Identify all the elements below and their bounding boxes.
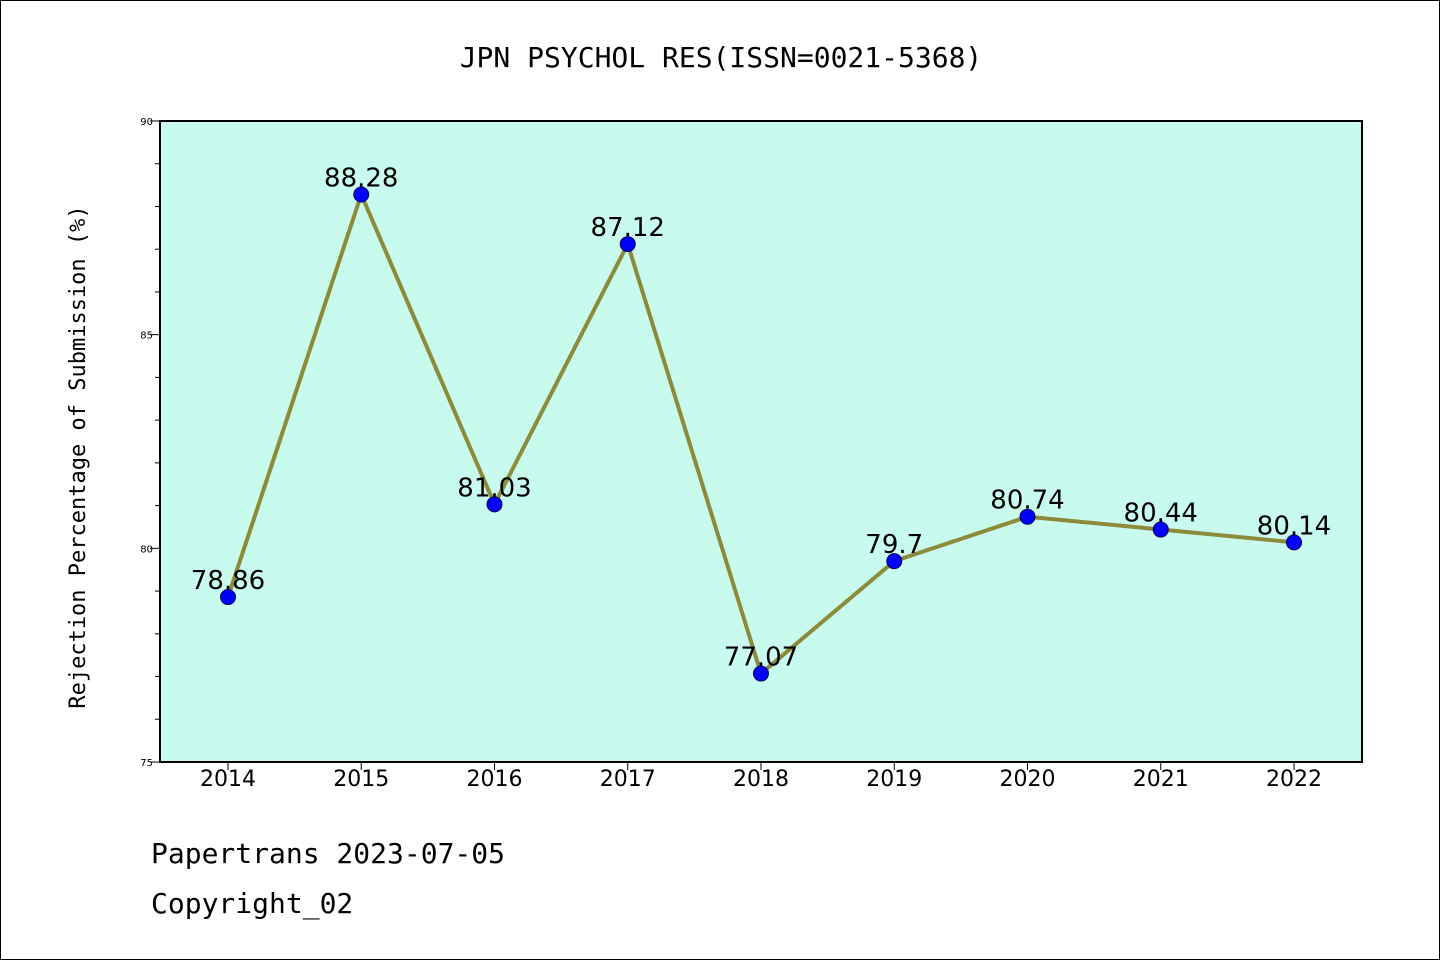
x-tick-label: 2021: [1133, 767, 1189, 792]
x-tick-label: 2016: [467, 767, 523, 792]
chart-title: JPN PSYCHOL RES(ISSN=0021-5368): [460, 41, 983, 74]
data-label: 80.74: [990, 486, 1064, 516]
data-label: 88.28: [324, 164, 398, 194]
footer-copyright: Copyright_02: [151, 887, 354, 920]
data-point-marker: [886, 553, 903, 570]
data-label: 80.44: [1124, 499, 1198, 529]
y-tick-label: 80: [140, 544, 153, 555]
data-label: 80.14: [1257, 511, 1331, 541]
plot-area: [160, 121, 1362, 762]
x-tick-label: 2014: [200, 767, 256, 792]
data-point-marker: [1286, 534, 1302, 551]
x-axis: 2014 2015 2016 2017 2018 2019 2020 2021 2022: [200, 762, 1322, 792]
data-label: 87.12: [591, 213, 665, 243]
data-point-marker: [353, 186, 370, 203]
plot-border: [159, 120, 1363, 763]
y-axis-label: Rejection Percentage of Submission (%): [66, 205, 91, 708]
y-tick-label: 90: [140, 117, 153, 128]
x-tick-label: 2015: [333, 767, 389, 792]
series-group: 78.86 88.28 81.03 87.12 77.07 79.7 80.74 80.44 8…: [191, 164, 1331, 682]
x-tick-label: 2017: [600, 767, 656, 792]
data-point-marker: [486, 496, 503, 513]
x-tick-label: 2019: [866, 767, 922, 792]
x-tick-label: 2020: [1000, 767, 1056, 792]
x-tick-label: 2018: [733, 767, 789, 792]
footer-date: Papertrans 2023-07-05: [151, 837, 506, 870]
y-tick-label: 85: [140, 331, 153, 342]
y-axis: 75 80 85 90: [140, 117, 160, 769]
data-point-marker: [1019, 508, 1036, 525]
data-label: 77.07: [724, 643, 798, 673]
data-label: 78.86: [191, 566, 265, 596]
y-tick-label: 75: [140, 758, 153, 769]
data-label: 79.7: [865, 530, 923, 560]
data-point-marker: [753, 665, 769, 682]
data-point-marker: [619, 236, 636, 253]
x-tick-label: 2022: [1266, 767, 1322, 792]
data-point-marker: [220, 589, 236, 606]
data-point-marker: [1152, 521, 1169, 538]
data-label: 81.03: [457, 473, 531, 503]
